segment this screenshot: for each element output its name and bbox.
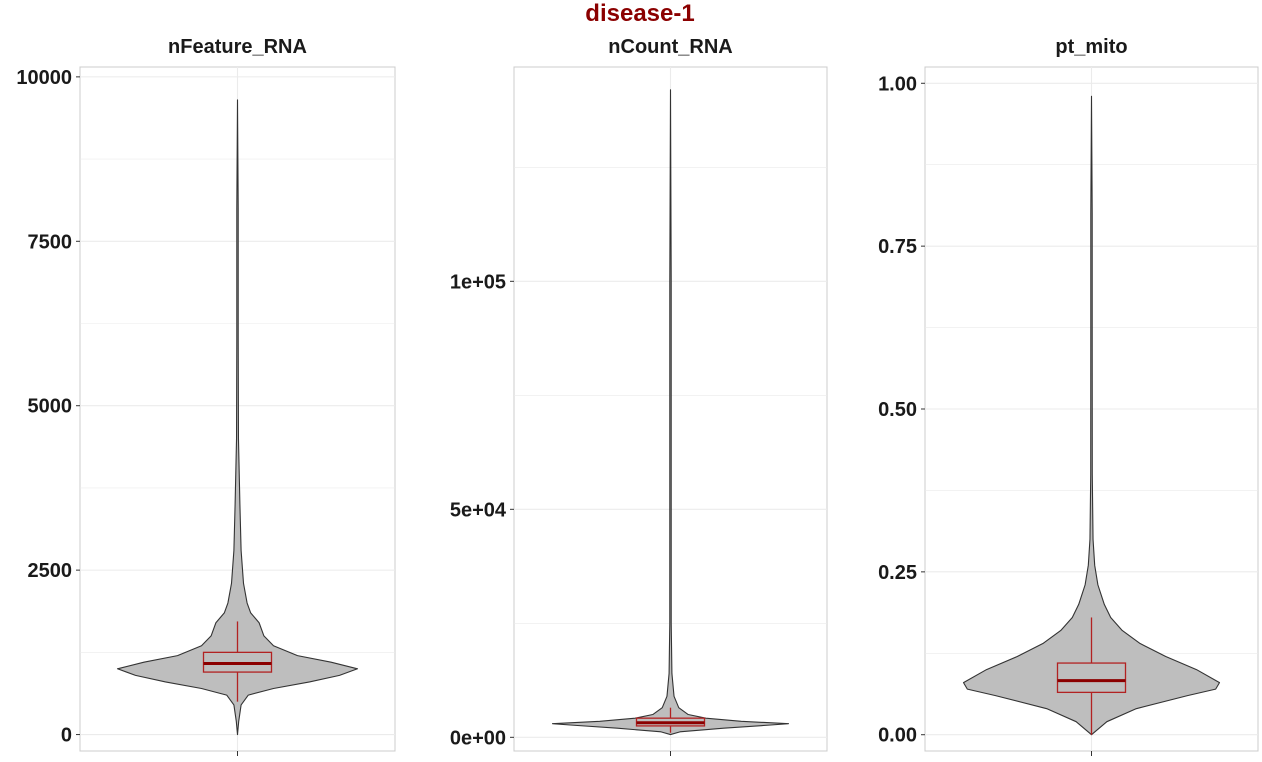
violin-shape <box>962 95 1221 736</box>
panel-2: 0e+00 5e+04 1e+05 nCount_RNA <box>450 36 828 756</box>
y-tick-label: 5000 <box>28 396 73 418</box>
panel-1: 0 2500 5000 7500 10000 nFeature_RNA <box>16 36 396 756</box>
violin-shape <box>116 99 359 736</box>
panel-title: nFeature_RNA <box>168 36 307 58</box>
y-tick-label: 2500 <box>28 560 73 582</box>
y-tick-label: 0.50 <box>878 399 917 421</box>
panel-title: pt_mito <box>1055 36 1127 58</box>
y-tick-label: 0.25 <box>878 562 917 584</box>
y-tick-label: 7500 <box>28 231 73 253</box>
panel-title: nCount_RNA <box>608 36 732 58</box>
y-tick-label: 1.00 <box>878 73 917 95</box>
figure-title: disease-1 <box>585 0 694 27</box>
y-tick-label: 0.75 <box>878 236 917 258</box>
violin-shape <box>551 89 790 736</box>
y-tick-label: 0.00 <box>878 725 917 747</box>
y-tick-label: 10000 <box>16 67 72 89</box>
panel-3: 0.00 0.25 0.50 0.75 1.00 pt_mito <box>878 36 1259 756</box>
y-tick-label: 1e+05 <box>450 271 506 293</box>
y-tick-label: 0 <box>61 725 72 747</box>
iqr-box <box>1056 662 1127 694</box>
y-tick-label: 0e+00 <box>450 727 506 749</box>
y-tick-label: 5e+04 <box>450 499 507 521</box>
